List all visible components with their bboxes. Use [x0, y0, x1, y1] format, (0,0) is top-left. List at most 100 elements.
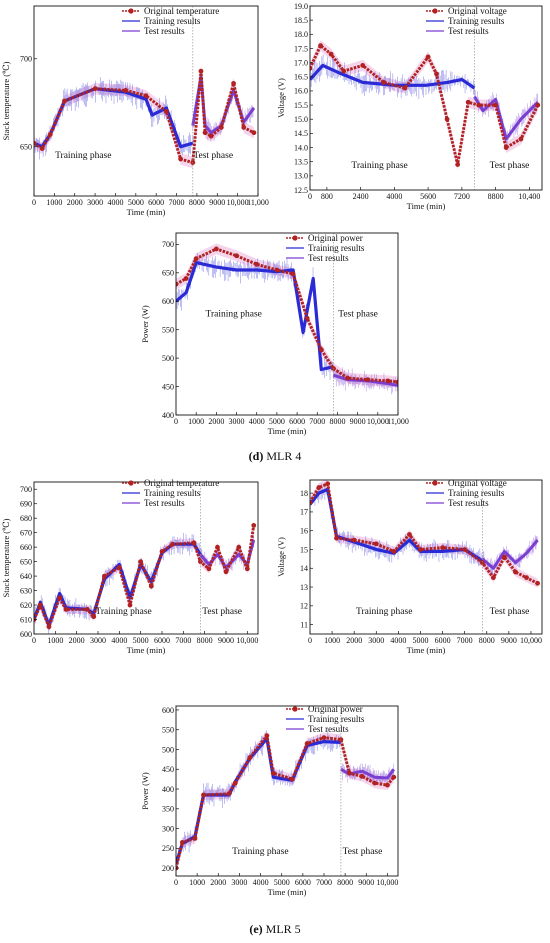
y-tick-label: 700	[162, 240, 174, 249]
x-axis-title: Time (min)	[268, 426, 307, 436]
panel-d-voltage: 0 800 2400 4000 5600 7200 8800 10,400 12.5 13.0 13…	[272, 0, 550, 220]
panel-e-voltage: 0 1000 2000 3000 4000 5000 6000 7000 8000 9000 10,…	[272, 474, 550, 664]
x-tick-label: 0	[174, 417, 178, 426]
series-training	[310, 63, 476, 90]
original-point	[232, 780, 238, 786]
x-tick-label: 8000	[329, 417, 345, 426]
plot-area	[34, 65, 257, 169]
x-tick-label: 5000	[269, 417, 285, 426]
legend-label: Training results	[144, 488, 201, 498]
original-point	[223, 569, 229, 575]
x-tick-label: 6000	[148, 198, 164, 207]
original-point	[179, 839, 185, 845]
original-point	[192, 836, 198, 841]
x-tick-label: 11,000	[247, 198, 269, 207]
original-point	[62, 98, 67, 104]
original-point	[251, 523, 257, 528]
axes-frame	[175, 705, 399, 877]
y-tick-label: 250	[162, 844, 174, 853]
x-axis-title: Time (min)	[407, 645, 446, 655]
y-tick-label: 12	[300, 602, 308, 611]
y-tick-label: 600	[162, 297, 174, 306]
legend-label: Test results	[308, 253, 349, 263]
original-point	[418, 547, 423, 552]
test-phase-label: Test phase	[490, 607, 530, 617]
original-point	[462, 547, 468, 552]
y-tick-label: 18.0	[294, 30, 308, 39]
chart-e-power: 0 1000 2000 3000 4000 5000 6000 7000 8000 9000 10,…	[140, 704, 399, 897]
y-tick-label: 13.0	[294, 172, 308, 181]
series-training	[176, 736, 341, 865]
legend-marker-original	[292, 706, 298, 712]
y-tick-label: 18	[300, 489, 308, 498]
x-tick-label: 5000	[274, 878, 290, 887]
series-test	[481, 539, 539, 570]
original-point	[231, 81, 236, 86]
test-phase-label: Test phase	[202, 607, 242, 617]
legend-label: Test results	[448, 498, 489, 508]
training-phase-label: Training phase	[351, 161, 407, 171]
y-tick-label: 200	[162, 864, 174, 873]
original-point	[502, 554, 507, 560]
original-point	[226, 791, 232, 797]
x-tick-label: 9000	[501, 636, 517, 645]
x-axis-title: Time (min)	[127, 645, 166, 655]
x-tick-label: 8800	[488, 192, 504, 201]
y-tick-label: 15	[300, 545, 308, 554]
y-axis-title: Power (W)	[140, 772, 150, 810]
legend-marker-original	[292, 235, 298, 241]
y-axis-title: Voltage (V)	[276, 78, 286, 118]
original-point	[264, 733, 270, 739]
legend-label: Test results	[308, 724, 349, 734]
y-tick-label: 17.5	[294, 44, 308, 53]
original-point	[208, 133, 214, 139]
y-tick-label: 670	[20, 528, 32, 537]
original-point	[304, 315, 310, 321]
axes-frame	[33, 5, 259, 197]
x-tick-label: 0	[32, 636, 36, 645]
x-axis-title: Time (min)	[407, 201, 446, 211]
y-tick-label: 400	[162, 785, 174, 794]
original-point	[241, 124, 247, 130]
original-point	[213, 246, 219, 252]
original-point	[455, 162, 461, 167]
y-tick-label: 14.0	[294, 143, 308, 152]
legend-label: Training results	[144, 16, 201, 26]
original-point	[316, 485, 322, 490]
x-tick-label: 9000	[218, 636, 234, 645]
y-tick-label: 650	[162, 269, 174, 278]
original-point	[385, 378, 391, 384]
original-point	[360, 63, 366, 68]
x-tick-label: 6000	[435, 636, 451, 645]
x-tick-label: 6000	[295, 878, 311, 887]
original-point	[381, 80, 387, 85]
x-tick-label: 9000	[358, 878, 374, 887]
legend-label: Original power	[308, 233, 363, 243]
original-point	[289, 776, 295, 782]
legend-marker-original	[128, 8, 134, 14]
x-tick-label: 10,000	[236, 636, 258, 645]
y-tick-label: 15.0	[294, 115, 308, 124]
x-tick-label: 1000	[324, 636, 340, 645]
original-point	[440, 545, 445, 551]
y-tick-label: 700	[20, 485, 32, 494]
original-point	[127, 602, 133, 608]
x-tick-label: 4000	[390, 636, 406, 645]
x-tick-label: 5600	[420, 192, 436, 201]
caption-e: (e) MLR 5	[0, 922, 550, 937]
x-tick-label: 1000	[47, 636, 63, 645]
original-point	[183, 276, 189, 281]
x-tick-label: 800	[321, 192, 333, 201]
y-tick-label: 640	[20, 572, 32, 581]
original-point	[148, 583, 154, 589]
x-tick-label: 9000	[350, 417, 366, 426]
training-phase-label: Training phase	[206, 310, 262, 320]
x-tick-label: 3000	[231, 878, 247, 887]
chart-d-power: 0 1000 2000 3000 4000 5000 6000 7000 8000 9000 10,…	[140, 232, 409, 436]
plot-area	[310, 40, 541, 171]
original-point	[47, 132, 53, 137]
x-tick-label: 10,000	[227, 198, 249, 207]
test-phase-label: Test phase	[490, 161, 530, 171]
original-point	[198, 68, 204, 74]
x-axis-title: Time (min)	[268, 887, 307, 897]
